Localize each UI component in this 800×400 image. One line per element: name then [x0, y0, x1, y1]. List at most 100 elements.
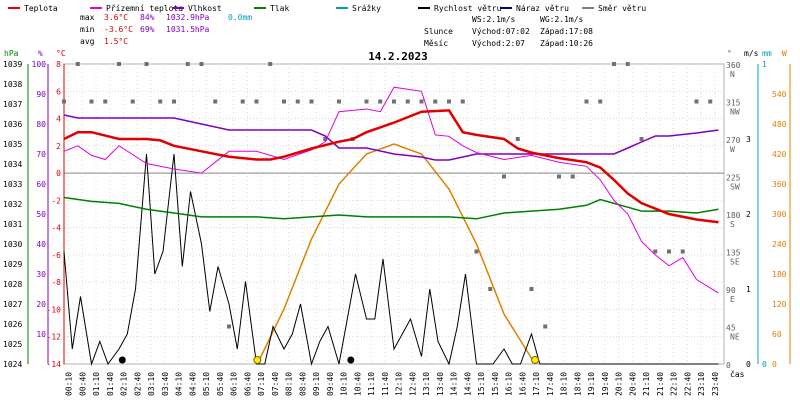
tick-dir: 360 [726, 61, 741, 70]
tick-sun: 540 [772, 90, 787, 99]
wind-dir-point [515, 137, 520, 141]
stats-label: min [80, 25, 95, 34]
feels-like-line [63, 86, 719, 294]
tick-hpa: 1028 [3, 280, 22, 289]
tick-x: 15:10 [477, 372, 486, 396]
tick-x: 11:40 [381, 372, 390, 396]
stats-label: avg [80, 37, 95, 46]
axis-title-sun: W [782, 49, 787, 58]
tick-sun: 240 [772, 240, 787, 249]
axis-title-pct: % [38, 49, 43, 58]
tick-temp: 2 [56, 142, 61, 151]
wind-dir-point [103, 99, 108, 104]
tick-x: 20:40 [628, 372, 637, 396]
series-layer [62, 62, 719, 366]
tick-dir: 45 [726, 324, 736, 333]
tick-mm: 0 [762, 360, 767, 369]
stats-block: max 3.6°C 84% 1032.9hPa 0.0mm min -3.6°C 69% 103… [80, 13, 593, 48]
wind-dir-point [460, 99, 465, 104]
tick-temp: -8 [51, 278, 61, 287]
tick-hpa: 1033 [3, 180, 22, 189]
sun-event-marker [253, 356, 262, 364]
wind-dir-point [529, 287, 534, 291]
wind-dir-point [694, 99, 699, 104]
wind-dir-point [612, 62, 616, 66]
wind-dir-point [584, 99, 589, 104]
wind-dir-point [378, 99, 383, 104]
tick-hpa: 1030 [3, 240, 22, 249]
tick-x: 12:10 [395, 372, 404, 396]
tick-sun: 0 [772, 360, 777, 369]
legend-label: Přízemní teplota [106, 4, 183, 13]
tick-hpa: 1034 [3, 160, 22, 169]
wind-dir-point [680, 249, 685, 254]
tick-temp: 4 [56, 115, 61, 124]
wind-dir-point [268, 62, 273, 66]
tick-dir-name: NE [730, 333, 740, 342]
tick-x: 05:40 [216, 372, 225, 396]
wind-dir-point [557, 174, 561, 179]
wind-dir-point [117, 62, 121, 66]
wind-dir-point [419, 99, 424, 104]
tick-x: 03:10 [147, 372, 156, 396]
wind-dir-point [62, 99, 66, 104]
stats-rain: 0.0mm [228, 13, 252, 22]
axis-title-hpa: hPa [4, 49, 19, 58]
stats-pressure: 1031.5hPa [166, 25, 210, 34]
stats-label: max [80, 13, 95, 22]
tick-pct: 60 [36, 180, 46, 189]
tick-dir-name: S [730, 220, 735, 229]
wind-dir-point [254, 99, 259, 104]
wind-dir-point [213, 99, 218, 104]
tick-x: 03:40 [161, 372, 170, 396]
tick-pct: 70 [36, 150, 46, 159]
tick-dir-name: E [730, 295, 735, 304]
tick-hpa: 1032 [3, 200, 22, 209]
tick-x: 05:10 [202, 372, 211, 396]
tick-x: 18:10 [560, 372, 569, 396]
tick-dir: 135 [726, 249, 741, 258]
axis-title-ms: m/s [744, 49, 759, 58]
tick-hpa: 1024 [3, 360, 22, 369]
wind-dir-point [199, 62, 204, 66]
tick-x: 08:40 [298, 372, 307, 396]
tick-temp: -12 [47, 333, 62, 342]
wind-dir-point [282, 99, 286, 104]
tick-x: 21:40 [656, 372, 665, 396]
tick-dir: 315 [726, 99, 741, 108]
wind-dir-point [144, 62, 149, 66]
tick-x: 16:10 [505, 372, 514, 396]
chart-title: 14.2.2023 [368, 50, 428, 63]
tick-x: 22:10 [670, 372, 679, 396]
tick-pct: 30 [36, 270, 46, 279]
tick-dir-name: N [730, 70, 735, 79]
tick-hpa: 1036 [3, 120, 22, 129]
tick-x: 19:40 [601, 372, 610, 396]
wind-dir-point [639, 137, 644, 141]
wind-dir-point [364, 99, 369, 104]
legend-label: Vlhkost [188, 4, 222, 13]
tick-x: 04:40 [188, 372, 197, 396]
tick-hpa: 1026 [3, 320, 22, 329]
wind-dir-point [598, 99, 603, 104]
tick-hpa: 1035 [3, 140, 22, 149]
tick-dir: 0 [726, 361, 731, 370]
wind-dir-point [323, 137, 328, 141]
tick-hpa: 1038 [3, 80, 22, 89]
tick-temp: 6 [56, 87, 61, 96]
plot-grid [63, 63, 725, 365]
tick-x: 17:10 [532, 372, 541, 396]
sun-event-marker [531, 356, 540, 364]
legend: Teplota Přízemní teplota Vlhkost Tlak Srážky… [8, 4, 646, 13]
tick-dir-name: W [730, 145, 735, 154]
axes: hPa% °C1039103810371036103510341033103210… [3, 49, 791, 396]
tick-x: 07:40 [271, 372, 280, 396]
tick-x: 21:10 [642, 372, 651, 396]
wind-dir-point [172, 99, 176, 104]
wind-speed-line [63, 153, 719, 366]
tick-x: 11:10 [367, 372, 376, 396]
tick-pct: 40 [36, 240, 46, 249]
axis-title-dir: ° [727, 49, 732, 58]
tick-x: 02:10 [120, 372, 129, 396]
tick-sun: 300 [772, 210, 787, 219]
